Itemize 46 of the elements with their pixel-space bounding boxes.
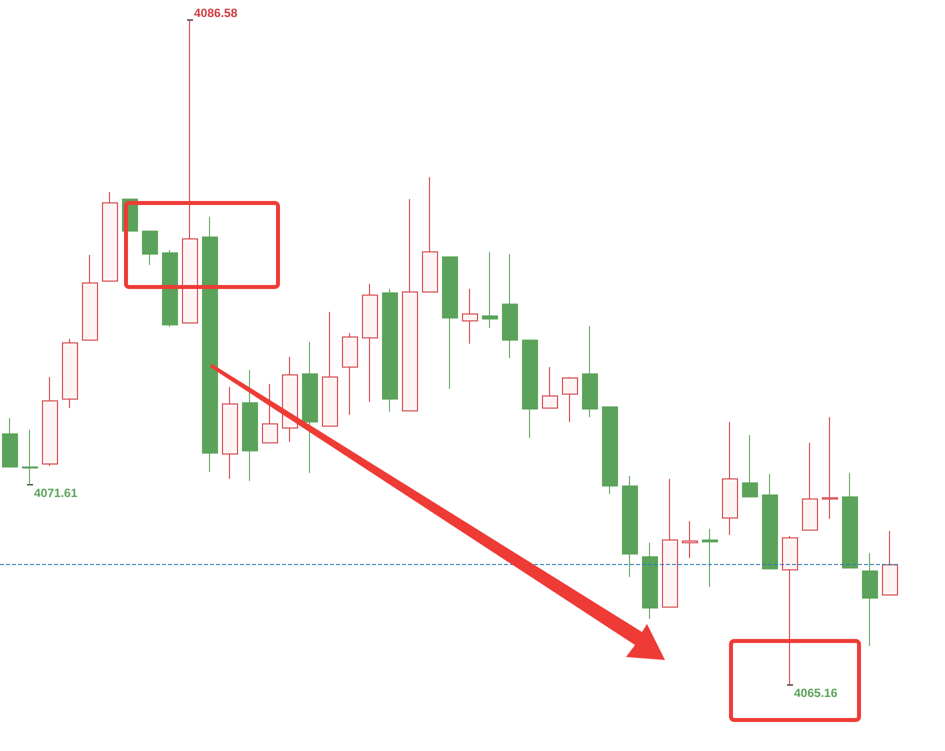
- candlestick: [882, 530, 898, 596]
- candlestick: [262, 383, 278, 444]
- candlestick: [622, 476, 638, 578]
- annotation: 4071.61: [34, 486, 78, 500]
- candlestick: [22, 429, 38, 486]
- candlestick: [382, 288, 398, 412]
- candlestick: [762, 473, 778, 570]
- candlestick: [782, 535, 798, 686]
- candlestick: [842, 472, 858, 568]
- candlestick: [702, 528, 718, 588]
- candlestick: [362, 283, 378, 402]
- candlestick: [522, 340, 538, 438]
- candlestick: [462, 288, 478, 344]
- candlestick: [182, 20, 198, 324]
- candlestick: [862, 552, 878, 646]
- candlestick: [322, 311, 338, 427]
- candlestick: [682, 520, 698, 559]
- candlestick: [582, 326, 598, 418]
- candlestick: [62, 338, 78, 409]
- text: 4065.16: [794, 686, 838, 700]
- candlestick: [742, 434, 758, 498]
- candlestick: [422, 176, 438, 292]
- candlestick: [342, 332, 358, 416]
- candlestick: [202, 216, 218, 473]
- candlestick: [242, 369, 258, 482]
- candlestick: [722, 422, 738, 536]
- annotation: 4086.58: [194, 6, 238, 20]
- candlestick: [2, 418, 18, 468]
- candlestick: [142, 230, 158, 266]
- candlestick: [42, 376, 58, 466]
- candlestick: [442, 256, 458, 390]
- candlestick: [602, 406, 618, 495]
- candlestick: [822, 416, 838, 520]
- candlestick: [302, 341, 318, 474]
- candlestick: [482, 251, 498, 328]
- candlestick: [162, 250, 178, 328]
- candlestick: [222, 386, 238, 480]
- candlestick: [502, 254, 518, 359]
- candlestick: [102, 191, 118, 282]
- candlestick: [642, 542, 658, 620]
- candlestick: [82, 254, 98, 341]
- candlestick: [662, 478, 678, 608]
- candlestick: [402, 198, 418, 412]
- candlestick: [562, 376, 578, 423]
- candlestick: [542, 366, 558, 409]
- candlestick: [802, 442, 818, 531]
